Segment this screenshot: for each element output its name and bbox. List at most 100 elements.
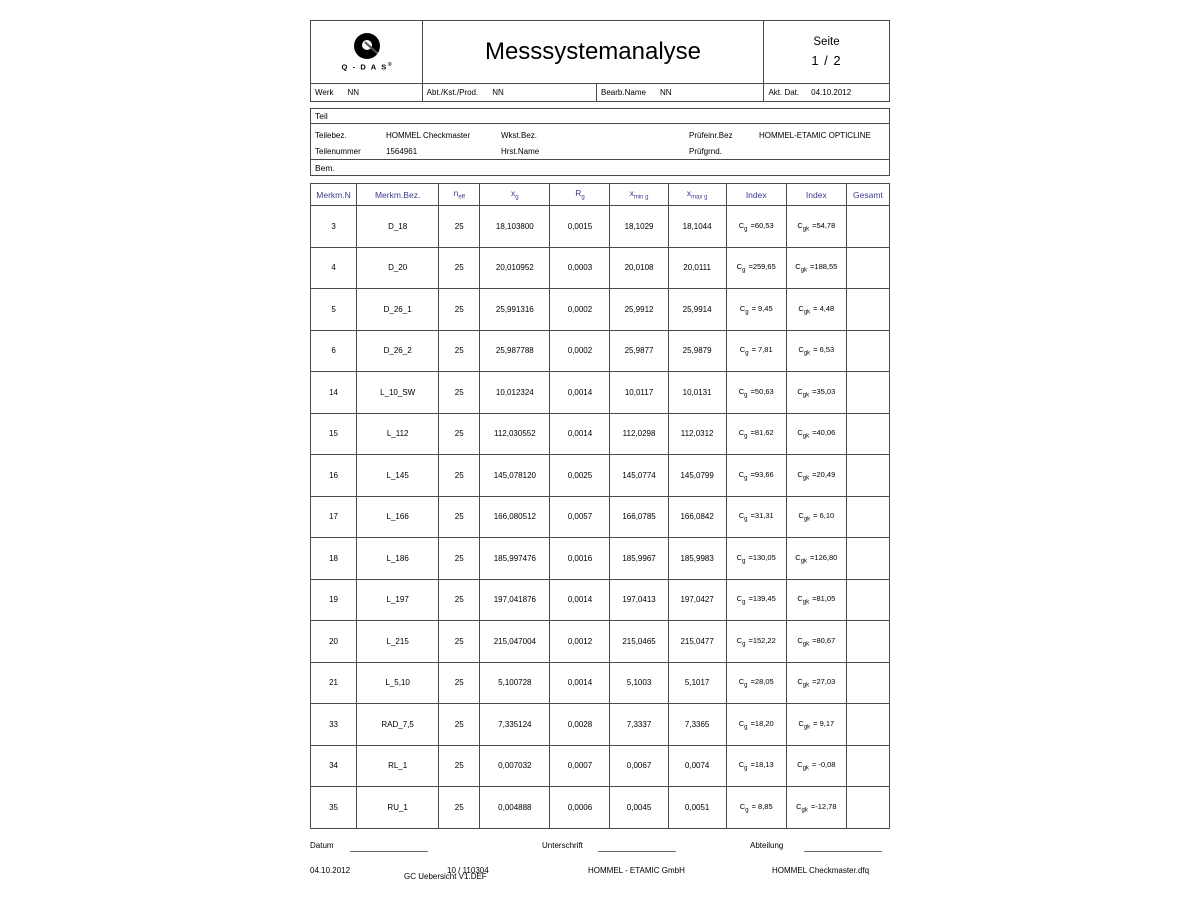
cell-xquer-g: 7,335124 — [479, 703, 551, 746]
cell-merkmal-bez: L_112 — [356, 412, 440, 455]
table-row: 18 L_186 25 185,997476 0,0016 185,9967 185,998… — [309, 537, 891, 580]
col-header-index-cgk: Index — [785, 183, 847, 206]
col-header-xquer-g: xg — [479, 183, 551, 206]
cell-index-cg: Cg =130,05 — [725, 537, 787, 580]
cell-rg: 0,0014 — [549, 578, 611, 621]
footer-abteilung-rule — [804, 850, 882, 852]
table-row: 3 D_18 25 18,103800 0,0015 18,1029 18,1044 Cg =6… — [309, 205, 891, 248]
cell-merkmal-nr: 18 — [309, 537, 358, 580]
cell-neff: 25 — [438, 661, 481, 704]
cell-neff: 25 — [438, 205, 481, 248]
footer-unterschrift-label: Unterschrift — [542, 840, 583, 850]
cell-merkmal-bez: D_26_1 — [356, 288, 440, 331]
cell-xmin-g: 145,0774 — [609, 454, 669, 497]
table-row: 4 D_20 25 20,010952 0,0003 20,0108 20,0111 Cg =2… — [309, 246, 891, 289]
cell-index-cg: Cg =152,22 — [725, 620, 787, 663]
page-label: Seite — [813, 36, 840, 48]
cell-xquer-g: 25,991316 — [479, 288, 551, 331]
footer-datum-label: Datum — [310, 840, 334, 850]
table-row: 21 L_5,10 25 5,100728 0,0014 5,1003 5,1017 Cg =2… — [309, 661, 891, 704]
cell-gesamt — [845, 620, 891, 663]
cell-merkmal-nr: 17 — [309, 495, 358, 538]
table-row: 19 L_197 25 197,041876 0,0014 197,0413 197,042… — [309, 578, 891, 621]
cell-rg: 0,0014 — [549, 412, 611, 455]
cell-index-cg: Cg =81,62 — [725, 412, 787, 455]
cell-gesamt — [845, 703, 891, 746]
cell-index-cg: Cg =18,20 — [725, 703, 787, 746]
part-block-body: Teilebez. HOMMEL Checkmaster Wkst.Bez. P… — [311, 124, 889, 160]
meta-abteilung-label: Abt./Kst./Prod. — [426, 88, 479, 97]
cell-index-cgk: Cgk = 6,10 — [785, 495, 847, 538]
cell-xmin-g: 10,0117 — [609, 371, 669, 414]
cell-gesamt — [845, 371, 891, 414]
cell-xmin-g: 215,0465 — [609, 620, 669, 663]
cell-neff: 25 — [438, 454, 481, 497]
report-meta-row: Werk NN Abt./Kst./Prod. NN Bearb.Name NN… — [310, 84, 890, 102]
cell-index-cg: Cg =60,53 — [725, 205, 787, 248]
cell-xquer-g: 166,080512 — [479, 495, 551, 538]
cell-index-cgk: Cgk =27,03 — [785, 661, 847, 704]
footer-datum-value: 04.10.2012 — [310, 865, 351, 875]
meta-abteilung-value: NN — [492, 88, 504, 97]
cell-index-cgk: Cgk = 9,17 — [785, 703, 847, 746]
cell-index-cg: Cg =31,31 — [725, 495, 787, 538]
cell-rg: 0,0007 — [549, 744, 611, 787]
cell-merkmal-nr: 3 — [309, 205, 358, 248]
cell-xmax-g: 5,1017 — [667, 661, 727, 704]
cell-neff: 25 — [438, 703, 481, 746]
cell-gesamt — [845, 329, 891, 372]
cell-index-cgk: Cgk = -0,08 — [785, 744, 847, 787]
cell-index-cg: Cg =139,45 — [725, 578, 787, 621]
table-row: 17 L_166 25 166,080512 0,0057 166,0785 166,084… — [309, 495, 891, 538]
cell-merkmal-bez: RL_1 — [356, 744, 440, 787]
cell-xmax-g: 215,0477 — [667, 620, 727, 663]
cell-rg: 0,0025 — [549, 454, 611, 497]
report-title-text: Messsystemanalyse — [484, 38, 702, 65]
cell-index-cgk: Cgk =40,06 — [785, 412, 847, 455]
cell-xmin-g: 7,3337 — [609, 703, 669, 746]
cell-xmin-g: 185,9967 — [609, 537, 669, 580]
col-header-index-cg: Index — [725, 183, 787, 206]
teilenummer-value: 1564961 — [386, 147, 418, 156]
cell-index-cgk: Cgk =81,05 — [785, 578, 847, 621]
table-row: 5 D_26_1 25 25,991316 0,0002 25,9912 25,9914 Cg… — [309, 288, 891, 331]
cell-index-cgk: Cgk =126,80 — [785, 537, 847, 580]
cell-xmin-g: 5,1003 — [609, 661, 669, 704]
cell-xmin-g: 0,0067 — [609, 744, 669, 787]
report-footer: Datum Unterschrift Abteilung 04.10.2012 … — [310, 838, 890, 883]
cell-merkmal-nr: 6 — [309, 329, 358, 372]
footer-abteilung-label: Abteilung — [750, 840, 784, 850]
cell-merkmal-bez: L_186 — [356, 537, 440, 580]
cell-xquer-g: 112,030552 — [479, 412, 551, 455]
cell-index-cg: Cg =93,66 — [725, 454, 787, 497]
cell-xmin-g: 25,9877 — [609, 329, 669, 372]
cell-xquer-g: 185,997476 — [479, 537, 551, 580]
cell-rg: 0,0006 — [549, 786, 611, 829]
logo-wordmark: Q - D A S® — [341, 61, 392, 72]
table-row: 20 L_215 25 215,047004 0,0012 215,0465 215,047… — [309, 620, 891, 663]
cell-xmax-g: 0,0074 — [667, 744, 727, 787]
cell-xmax-g: 145,0799 — [667, 454, 727, 497]
cell-rg: 0,0015 — [549, 205, 611, 248]
cell-xmax-g: 18,1044 — [667, 205, 727, 248]
cell-merkmal-nr: 20 — [309, 620, 358, 663]
cell-merkmal-bez: D_26_2 — [356, 329, 440, 372]
hrstname-label: Hrst.Name — [501, 147, 540, 156]
meta-datum-value: 04.10.2012 — [811, 88, 852, 97]
cell-rg: 0,0002 — [549, 329, 611, 372]
cell-merkmal-bez: L_5,10 — [356, 661, 440, 704]
table-row: 15 L_112 25 112,030552 0,0014 112,0298 112,031… — [309, 412, 891, 455]
cell-neff: 25 — [438, 288, 481, 331]
cell-merkmal-nr: 35 — [309, 786, 358, 829]
cell-neff: 25 — [438, 578, 481, 621]
cell-merkmal-bez: L_197 — [356, 578, 440, 621]
meta-abteilung: Abt./Kst./Prod. NN — [423, 84, 598, 101]
table-row: 16 L_145 25 145,078120 0,0025 145,0774 145,079… — [309, 454, 891, 497]
col-header-merkmal-nr: Merkm.N — [309, 183, 358, 206]
cell-merkmal-nr: 15 — [309, 412, 358, 455]
footer-unterschrift-rule — [598, 850, 676, 852]
page-value: 1 / 2 — [811, 53, 842, 68]
cell-gesamt — [845, 537, 891, 580]
cell-index-cg: Cg = 7,81 — [725, 329, 787, 372]
cell-index-cgk: Cgk =188,55 — [785, 246, 847, 289]
